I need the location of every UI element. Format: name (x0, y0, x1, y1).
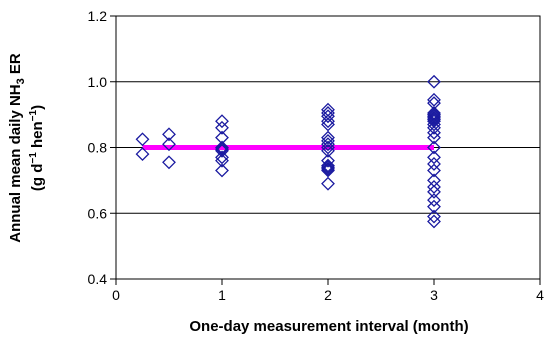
data-point (162, 155, 176, 170)
data-point (321, 114, 335, 129)
data-point (427, 107, 441, 122)
data-point (321, 130, 335, 145)
data-point (427, 120, 441, 135)
data-point (427, 209, 441, 224)
data-point (135, 147, 150, 161)
data-point (162, 127, 176, 142)
x-tick-label: 4 (536, 287, 544, 303)
data-point (427, 193, 441, 208)
axis-tick-labels: 0.4 0.6 0.8 1.0 1.2 0 1 2 3 4 (88, 8, 545, 303)
data-point (321, 140, 335, 155)
y-axis-title-line2: (g d−1 hen−1) (28, 105, 46, 191)
data-point (321, 176, 335, 191)
y-tick-label: 1.0 (88, 74, 108, 90)
data-point (321, 153, 335, 168)
data-point (427, 214, 441, 229)
data-point (427, 184, 441, 199)
data-point (321, 161, 335, 176)
data-point (321, 109, 335, 124)
data-point (427, 150, 441, 165)
y-tick-label: 0.8 (88, 140, 108, 156)
data-point (427, 140, 441, 155)
data-point (321, 137, 335, 152)
data-point (215, 120, 229, 135)
data-point (427, 92, 441, 107)
x-axis-title: One-day measurement interval (month) (189, 318, 468, 335)
data-point (215, 114, 229, 129)
data-point (427, 110, 441, 125)
data-point (321, 158, 335, 173)
data-point (321, 163, 335, 178)
data-point (427, 125, 441, 140)
data-point (427, 180, 441, 194)
x-tick-label: 3 (430, 287, 438, 303)
data-point (321, 160, 335, 175)
x-tick-label: 0 (112, 287, 120, 303)
data-point (427, 112, 441, 127)
data-point (427, 157, 441, 171)
data-point (321, 143, 335, 158)
y-tick-label: 1.2 (88, 8, 108, 24)
data-point (427, 163, 441, 178)
data-points (135, 74, 441, 229)
axis-ticks (110, 15, 541, 285)
data-point (215, 150, 229, 165)
data-point (427, 199, 441, 214)
data-point (427, 117, 441, 132)
data-point (215, 153, 229, 168)
x-tick-label: 2 (324, 287, 332, 303)
data-point (321, 117, 335, 132)
data-point (427, 74, 441, 89)
y-tick-label: 0.6 (88, 205, 108, 221)
y-tick-label: 0.4 (88, 271, 108, 287)
data-point (135, 132, 150, 147)
y-axis-title-line1: Annual mean daily NH3 ER (7, 53, 27, 243)
data-point (215, 143, 229, 158)
x-tick-label: 1 (218, 287, 226, 303)
data-point (321, 134, 335, 148)
data-point (215, 163, 229, 178)
data-point (162, 137, 176, 152)
data-point (427, 130, 441, 145)
data-point (215, 140, 229, 155)
